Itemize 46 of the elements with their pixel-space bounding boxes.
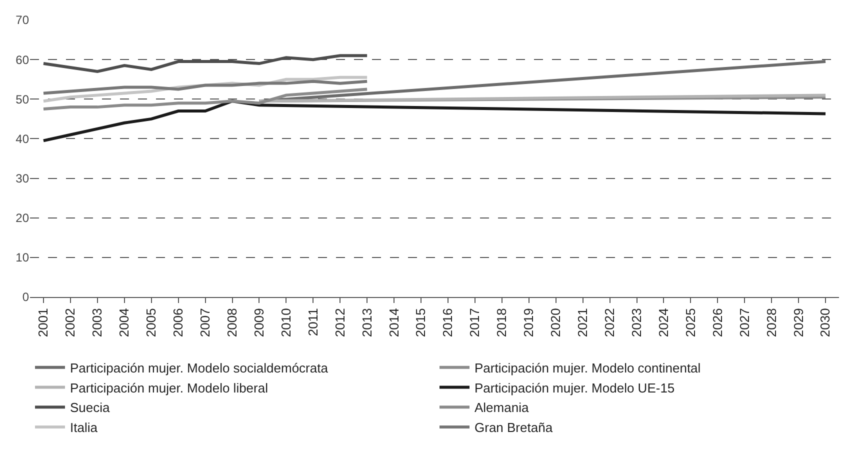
x-tick-label: 2028 bbox=[764, 308, 779, 338]
x-tick-label: 2015 bbox=[413, 308, 428, 338]
x-tick-label: 2025 bbox=[682, 308, 698, 338]
x-tick-label: 2012 bbox=[332, 308, 348, 338]
y-tick-label: 0 bbox=[22, 290, 30, 304]
x-tick-label: 2019 bbox=[521, 308, 536, 338]
x-tick-label: 2005 bbox=[144, 308, 159, 338]
legend-label: Participación mujer. Modelo liberal bbox=[70, 380, 268, 396]
y-tick-label: 70 bbox=[16, 13, 30, 28]
x-tick-label: 2011 bbox=[305, 308, 320, 336]
x-tick-label: 2014 bbox=[386, 308, 402, 338]
x-tick-label: 2013 bbox=[359, 308, 374, 338]
y-tick-label: 50 bbox=[16, 92, 30, 106]
x-tick-label: 2021 bbox=[575, 308, 590, 338]
x-tick-label: 2001 bbox=[36, 308, 51, 338]
legend-label: Italia bbox=[70, 420, 98, 436]
legend-label: Participación mujer. Modelo socialdemócrata bbox=[70, 360, 329, 376]
x-tick-label: 2018 bbox=[494, 308, 510, 338]
x-tick-label: 2030 bbox=[818, 308, 833, 338]
x-tick-label: 2006 bbox=[170, 308, 186, 338]
x-tick-label: 2003 bbox=[90, 308, 105, 338]
x-tick-label: 2027 bbox=[736, 308, 752, 338]
y-tick-label: 20 bbox=[16, 211, 30, 226]
y-tick-label: 30 bbox=[16, 171, 30, 186]
legend-label: Gran Bretaña bbox=[474, 420, 554, 436]
y-tick-label: 60 bbox=[16, 52, 30, 67]
x-tick-label: 2023 bbox=[628, 308, 644, 338]
x-tick-label: 2017 bbox=[467, 308, 482, 338]
y-tick-label: 10 bbox=[16, 250, 30, 265]
y-tick-label: 40 bbox=[16, 132, 30, 146]
x-tick-label: 2026 bbox=[710, 308, 725, 338]
x-tick-label: 2004 bbox=[116, 308, 132, 338]
legend-label: Participación mujer. Modelo UE-15 bbox=[474, 380, 675, 396]
x-tick-label: 2008 bbox=[224, 308, 240, 338]
legend-label: Suecia bbox=[70, 400, 111, 416]
legend-label: Participación mujer. Modelo continental bbox=[474, 360, 701, 376]
x-tick-label: 2010 bbox=[278, 308, 294, 338]
x-tick-label: 2029 bbox=[790, 308, 806, 338]
x-tick-label: 2009 bbox=[251, 308, 266, 338]
x-tick-label: 2007 bbox=[198, 308, 213, 338]
x-tick-label: 2016 bbox=[440, 308, 456, 338]
x-tick-label: 2002 bbox=[62, 308, 78, 338]
x-tick-label: 2020 bbox=[548, 308, 564, 338]
legend-label: Alemania bbox=[474, 400, 530, 416]
x-tick-label: 2022 bbox=[602, 308, 618, 338]
x-tick-label: 2024 bbox=[656, 308, 671, 338]
